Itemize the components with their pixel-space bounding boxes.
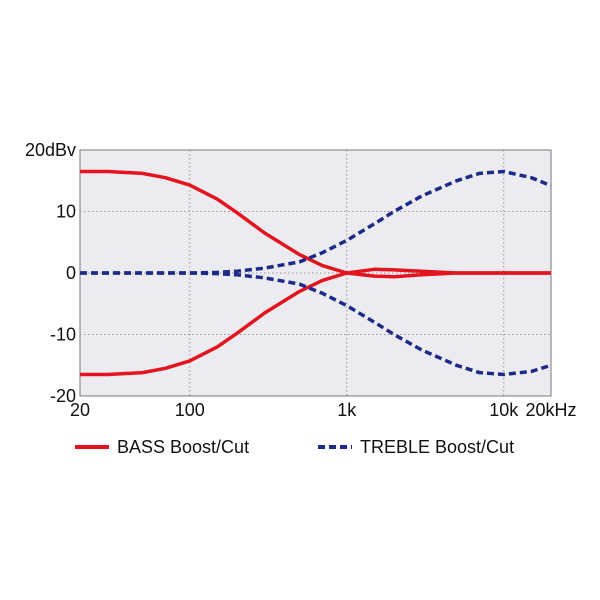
legend-label: TREBLE Boost/Cut xyxy=(360,437,514,457)
y-tick-label: 0 xyxy=(66,263,76,283)
legend-label: BASS Boost/Cut xyxy=(117,437,249,457)
x-tick-label: 100 xyxy=(175,400,205,420)
y-tick-label: 10 xyxy=(56,201,76,221)
curve xyxy=(80,169,552,275)
x-tick-label: 20 xyxy=(70,400,90,420)
y-tick-label: -20 xyxy=(50,386,76,406)
curve xyxy=(80,271,552,377)
x-tick-label: 10k xyxy=(489,400,519,420)
y-tick-label: -10 xyxy=(50,324,76,344)
y-tick-label: 20dBv xyxy=(25,140,76,160)
x-tick-label: 1k xyxy=(337,400,357,420)
curve xyxy=(80,267,551,377)
x-tick-label: 20kHz xyxy=(525,400,576,420)
